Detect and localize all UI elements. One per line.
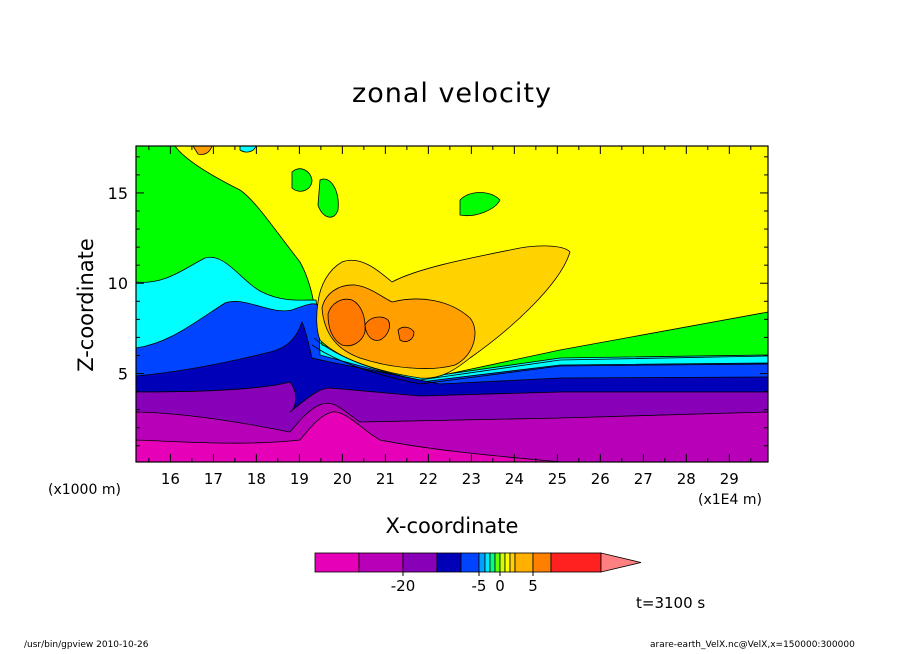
colorbar-segment (314, 552, 360, 573)
x-tick-label: 20 (333, 470, 352, 488)
colorbar-segment (436, 552, 462, 573)
time-label: t=3100 s (636, 594, 706, 612)
colorbar-tick-label: 5 (528, 577, 538, 595)
colorbar-segment (478, 552, 486, 573)
chart-title: zonal velocity (352, 78, 552, 109)
region-dark-orange-core-a (327, 298, 366, 347)
colorbar-segment (504, 552, 511, 573)
colorbar-segment (489, 552, 496, 573)
region-green-blob-a (291, 168, 313, 192)
x-axis-label: X-coordinate (385, 514, 519, 538)
contour-line-sharpgradient-2 (311, 344, 768, 385)
x-tick-label: 26 (591, 470, 610, 488)
colorbar-segment (494, 552, 501, 573)
colorbar-segment (550, 552, 602, 573)
x-tick-label: 22 (419, 470, 438, 488)
x-tick-label: 17 (204, 470, 223, 488)
colorbar-segment (402, 552, 438, 573)
x-tick-label: 25 (548, 470, 567, 488)
contour-fill-area (136, 146, 768, 462)
x-tick-label: 28 (677, 470, 696, 488)
contour-line-sharpgradient-1 (313, 337, 768, 381)
colorbar-segment (460, 552, 480, 573)
x-axis: 16 17 18 19 20 21 22 23 24 25 26 27 28 29 (148, 146, 752, 488)
region-orange (321, 284, 476, 369)
x-tick-label: 21 (376, 470, 395, 488)
region-green-blob-c (459, 192, 501, 217)
x-unit-right: (x1E4 m) (698, 492, 762, 508)
colorbar-segment (358, 552, 404, 573)
colorbar-segment (484, 552, 491, 573)
x-tick-label: 24 (505, 470, 524, 488)
colorbar-tick-label: -5 (472, 577, 487, 595)
plot-frame (135, 145, 769, 463)
y-tick-label: 10 (108, 274, 128, 293)
x-tick-label: 23 (462, 470, 481, 488)
x-tick-label: 19 (290, 470, 309, 488)
x-tick-label: 29 (720, 470, 739, 488)
region-magenta-band (136, 411, 561, 462)
y-tick-label: 5 (118, 365, 128, 384)
colorbar-segment (499, 552, 506, 573)
x-tick-label: 16 (161, 470, 180, 488)
region-green-blob-b (317, 178, 339, 218)
y-tick-label: 15 (108, 184, 128, 203)
y-axis: 5 10 15 (108, 156, 768, 447)
x-unit-left: (x1000 m) (48, 482, 121, 498)
colorbar-tick-label: -20 (391, 577, 416, 595)
colorbar-segment (514, 552, 534, 573)
x-tick-label: 18 (247, 470, 266, 488)
x-tick-label: 27 (634, 470, 653, 488)
footer-right: arare-earth_VelX.nc@VelX,x=150000:300000 (650, 640, 855, 650)
region-dark-orange-core-c (397, 326, 415, 342)
y-axis-label: Z-coordinate (74, 238, 98, 372)
region-dark-orange-core-b (364, 316, 390, 341)
colorbar: -20 -5 0 5 (314, 552, 642, 595)
colorbar-segment (532, 552, 552, 573)
colorbar-tick-label: 0 (495, 577, 505, 595)
colorbar-arrow (600, 552, 642, 573)
colorbar-segment (509, 552, 516, 573)
footer-left: /usr/bin/gpview 2010-10-26 (24, 640, 149, 650)
